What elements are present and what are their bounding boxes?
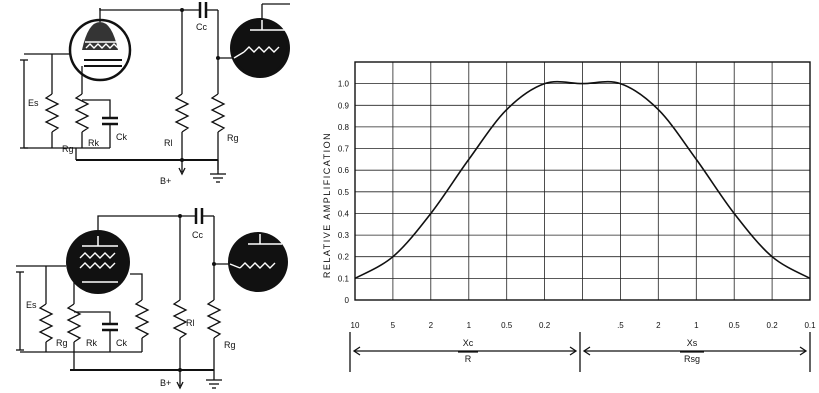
y-tick-label: 0.2 (338, 253, 350, 262)
plate-resistor-rl-2 (172, 299, 188, 339)
y-tick-label: 0.5 (338, 188, 350, 197)
cathode-capacitor-ck-2 (102, 322, 118, 332)
y-tick-label: 0.9 (338, 101, 350, 110)
x-tick-labels: 10 5 2 1 0.5 0.2 .5 2 1 0.5 0.2 0.1 (351, 321, 817, 330)
y-tick-label: 0.6 (338, 166, 350, 175)
x-tick-label: 2 (656, 321, 661, 330)
cathode-resistor-rk-2 (66, 303, 82, 343)
x-tick-label: 5 (391, 321, 396, 330)
rg-out-label-2: Rg (224, 340, 236, 350)
left-ratio-numerator: Xc (463, 338, 474, 348)
rg-out-label: Rg (227, 133, 239, 143)
rl-label-2: Rl (186, 318, 195, 328)
x-tick-label: 10 (351, 321, 360, 330)
ck-label: Ck (116, 132, 127, 142)
rl-label: Rl (164, 138, 173, 148)
amplifier-schematic-bottom: Cc Rl Rg Es Rg Rk (16, 208, 288, 390)
ground-icon-2 (206, 379, 222, 389)
vacuum-tube-1 (68, 8, 132, 82)
x-tick-label: 0.1 (804, 321, 816, 330)
es-label-2: Es (26, 300, 37, 310)
rk-label-2: Rk (86, 338, 97, 348)
cc-label: Cc (196, 22, 207, 32)
plate-resistor-rl (174, 93, 190, 133)
vacuum-tube-2 (230, 3, 290, 78)
y-axis-label: RELATIVE AMPLIFICATION (322, 132, 332, 278)
x-tick-label: .5 (617, 321, 624, 330)
coupling-capacitor-cc: Cc (196, 2, 218, 32)
rg-in-label: Rg (62, 144, 74, 154)
frequency-response-chart: RELATIVE AMPLIFICATION 00.10.20.30.40.50… (322, 61, 817, 372)
left-ratio-denominator: R (465, 354, 472, 364)
y-tick-label: 1.0 (338, 80, 350, 89)
screen-resistor (134, 299, 150, 339)
x-tick-label: 1 (467, 321, 472, 330)
right-ratio-denominator: Rsg (684, 354, 700, 364)
amplifier-schematic-top: Cc Rl Rg Es R (20, 2, 290, 186)
ground-icon (210, 173, 226, 183)
right-ratio-numerator: Xs (687, 338, 698, 348)
cc-label-2: Cc (192, 230, 203, 240)
x-tick-label: 0.5 (729, 321, 741, 330)
grid-resistor-rg-out-2 (206, 299, 222, 339)
grid-resistor-rg-in (44, 93, 60, 133)
y-tick-labels: 0 0.1 0.2 0.3 0.4 0.5 0.6 0.7 0.8 0.9 1.0 (338, 80, 350, 305)
bplus-label-2: B+ (160, 378, 171, 388)
cathode-resistor-rk (74, 93, 90, 133)
grid-resistor-rg-in-2 (38, 303, 54, 343)
y-tick-label: 0.8 (338, 123, 350, 132)
y-tick-label: 0.1 (338, 274, 350, 283)
grid-resistor-rg-out (210, 93, 226, 133)
y-tick-label: 0.3 (338, 231, 350, 240)
x-tick-label: 0.2 (767, 321, 779, 330)
x-tick-label: 2 (429, 321, 434, 330)
plot-frame (354, 61, 811, 301)
rk-label: Rk (88, 138, 99, 148)
y-tick-label: 0.4 (338, 210, 350, 219)
x-tick-label: 0.2 (539, 321, 551, 330)
x-tick-label: 1 (694, 321, 699, 330)
rg-in-label-2: Rg (56, 338, 68, 348)
vacuum-tube-4 (228, 232, 288, 292)
chart-grid (354, 61, 811, 301)
ck-label-2: Ck (116, 338, 127, 348)
cathode-capacitor-ck (102, 116, 118, 126)
y-tick-label: 0 (345, 296, 350, 305)
series-line (354, 80, 811, 280)
ratio-brackets: Xc R Xs Rsg (349, 332, 811, 372)
y-tick-label: 0.7 (338, 145, 350, 154)
coupling-capacitor-cc-2: Cc (192, 208, 214, 240)
x-tick-label: 0.5 (501, 321, 513, 330)
vacuum-tube-3 (66, 230, 130, 294)
es-label: Es (28, 98, 39, 108)
bplus-label: B+ (160, 176, 171, 186)
